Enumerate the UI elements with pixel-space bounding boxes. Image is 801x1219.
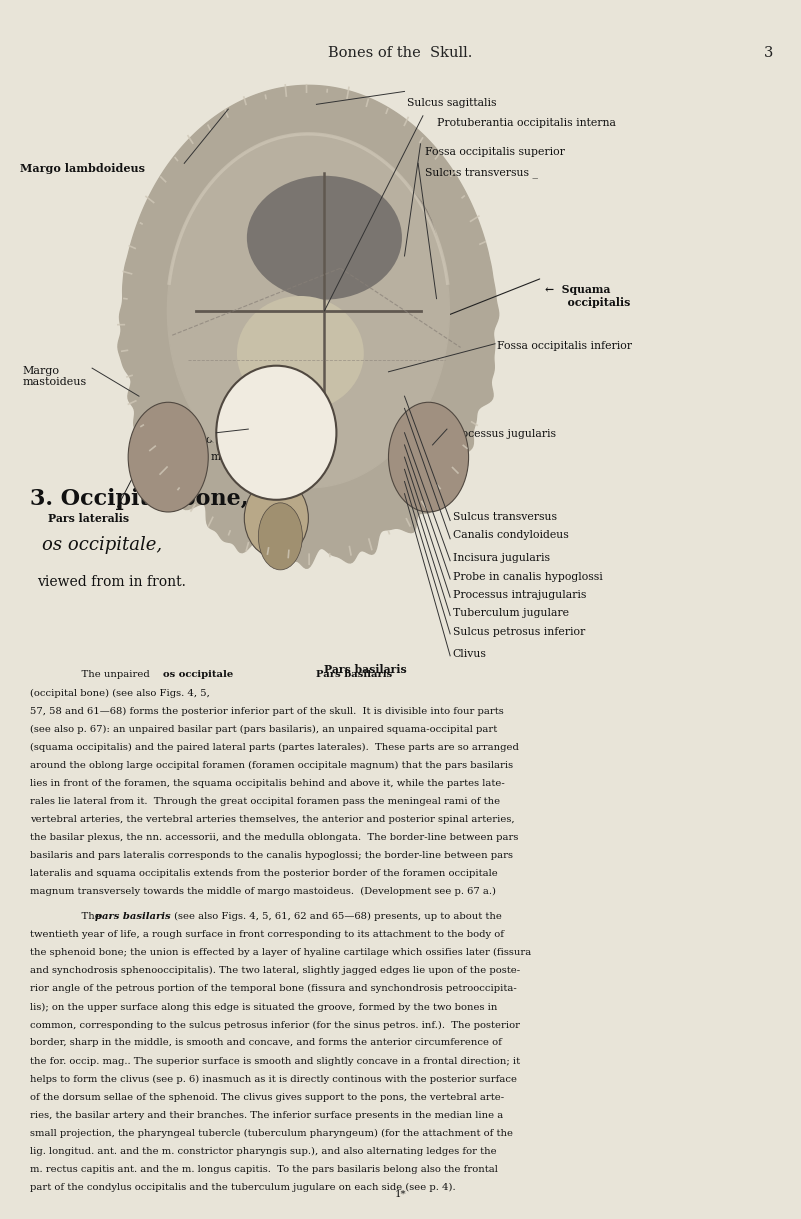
Ellipse shape xyxy=(194,149,439,363)
Text: pars basilaris: pars basilaris xyxy=(95,912,171,922)
Text: Margo
mastoideus: Margo mastoideus xyxy=(22,366,87,388)
Text: lis); on the upper surface along this edge is situated the groove, formed by the: lis); on the upper surface along this ed… xyxy=(30,1002,497,1012)
Text: Sulcus transversus _: Sulcus transversus _ xyxy=(425,167,537,178)
Text: the for. occip. mag.. The superior surface is smooth and slightly concave in a f: the for. occip. mag.. The superior surfa… xyxy=(30,1057,521,1065)
Text: the sphenoid bone; the union is effected by a layer of hyaline cartilage which o: the sphenoid bone; the union is effected… xyxy=(30,948,532,957)
Text: Protuberantia occipitalis interna: Protuberantia occipitalis interna xyxy=(437,118,615,128)
Text: Bones of the  Skull.: Bones of the Skull. xyxy=(328,46,473,60)
Text: small projection, the pharyngeal tubercle (tuberculum pharyngeum) (for the attac: small projection, the pharyngeal tubercl… xyxy=(30,1129,513,1137)
Text: Probe in canalis hypoglossi: Probe in canalis hypoglossi xyxy=(453,572,602,581)
Text: Pars lateralis: Pars lateralis xyxy=(48,513,129,524)
Ellipse shape xyxy=(258,502,302,569)
Text: magnum: magnum xyxy=(211,452,259,462)
Text: ←  Squama
      occipitalis: ← Squama occipitalis xyxy=(545,284,630,308)
Text: lies in front of the foramen, the squama occipitalis behind and above it, while : lies in front of the foramen, the squama… xyxy=(30,779,505,787)
Text: Pars basilaris: Pars basilaris xyxy=(316,670,392,679)
Text: lateralis and squama occipitalis extends from the posterior border of the forame: lateralis and squama occipitalis extends… xyxy=(30,869,498,878)
Text: twentieth year of life, a rough surface in front corresponding to its attachment: twentieth year of life, a rough surface … xyxy=(30,930,505,940)
Text: The unpaired: The unpaired xyxy=(69,670,153,679)
Text: Processus jugularis: Processus jugularis xyxy=(449,429,556,439)
Text: Fossa occipitalis inferior: Fossa occipitalis inferior xyxy=(497,341,632,351)
Text: rior angle of the petrous portion of the temporal bone (fissura and synchondrosi: rior angle of the petrous portion of the… xyxy=(30,985,517,993)
Text: Pars basilaris: Pars basilaris xyxy=(324,664,407,675)
Text: 1*: 1* xyxy=(395,1191,406,1199)
Text: border, sharp in the middle, is smooth and concave, and forms the anterior circu: border, sharp in the middle, is smooth a… xyxy=(30,1039,502,1047)
Text: 3. Occipital bone,: 3. Occipital bone, xyxy=(30,488,249,510)
Text: Sulcus sagittalis: Sulcus sagittalis xyxy=(407,98,497,107)
Text: occipitale: occipitale xyxy=(206,435,259,445)
Text: 57, 58 and 61—68) forms the posterior inferior part of the skull.  It is divisib: 57, 58 and 61—68) forms the posterior in… xyxy=(30,707,504,716)
Text: viewed from in front.: viewed from in front. xyxy=(37,575,186,589)
Text: Clivus: Clivus xyxy=(453,649,486,658)
Text: basilaris and pars lateralis corresponds to the canalis hypoglossi; the border-l: basilaris and pars lateralis corresponds… xyxy=(30,851,513,859)
Text: helps to form the clivus (see p. 6) inasmuch as it is directly continous with th: helps to form the clivus (see p. 6) inas… xyxy=(30,1075,517,1084)
Text: magnum transversely towards the middle of margo mastoideus.  (Development see p.: magnum transversely towards the middle o… xyxy=(30,887,497,896)
Text: Canalis condyloideus: Canalis condyloideus xyxy=(453,530,569,540)
Text: the basilar plexus, the nn. accessorii, and the medulla oblongata.  The border-l: the basilar plexus, the nn. accessorii, … xyxy=(30,833,519,842)
Ellipse shape xyxy=(216,366,336,500)
Text: Incisura jugularis: Incisura jugularis xyxy=(453,553,549,563)
Polygon shape xyxy=(167,134,449,488)
Text: Processus intrajugularis: Processus intrajugularis xyxy=(453,590,586,600)
Text: around the oblong large occipital foramen (foramen occipitale magnum) that the p: around the oblong large occipital forame… xyxy=(30,761,513,769)
Polygon shape xyxy=(118,85,499,568)
Text: lig. longitud. ant. and the m. constrictor pharyngis sup.), and also alternating: lig. longitud. ant. and the m. constrict… xyxy=(30,1147,497,1156)
Text: os occipitale: os occipitale xyxy=(163,670,233,679)
Text: (see also Figs. 4, 5, 61, 62 and 65—68) presents, up to about the: (see also Figs. 4, 5, 61, 62 and 65—68) … xyxy=(171,912,502,922)
Text: (squama occipitalis) and the paired lateral parts (partes laterales).  These par: (squama occipitalis) and the paired late… xyxy=(30,742,519,752)
Ellipse shape xyxy=(244,479,308,558)
Text: vertebral arteries, the vertebral arteries themselves, the anterior and posterio: vertebral arteries, the vertebral arteri… xyxy=(30,814,515,824)
Text: Sulcus petrosus inferior: Sulcus petrosus inferior xyxy=(453,627,585,636)
Text: Fossa occipitalis superior: Fossa occipitalis superior xyxy=(425,147,565,157)
Ellipse shape xyxy=(128,402,208,512)
Text: m. rectus capitis ant. and the m. longus capitis.  To the pars basilaris belong : m. rectus capitis ant. and the m. longus… xyxy=(30,1165,498,1174)
Text: and synchodrosis sphenooccipitalis). The two lateral, slightly jagged edges lie : and synchodrosis sphenooccipitalis). The… xyxy=(30,967,521,975)
Text: Tuberculum jugulare: Tuberculum jugulare xyxy=(453,608,569,618)
Text: The: The xyxy=(69,912,104,922)
Ellipse shape xyxy=(388,402,469,512)
Text: part of the condylus occipitalis and the tuberculum jugulare on each side (see p: part of the condylus occipitalis and the… xyxy=(30,1182,456,1192)
Text: (occipital bone) (see also Figs. 4, 5,: (occipital bone) (see also Figs. 4, 5, xyxy=(30,689,211,697)
Text: Foramen: Foramen xyxy=(212,418,260,428)
Text: Sulcus transversus: Sulcus transversus xyxy=(453,512,557,522)
Text: rales lie lateral from it.  Through the great occipital foramen pass the meninge: rales lie lateral from it. Through the g… xyxy=(30,797,501,806)
Text: common, corresponding to the sulcus petrosus inferior (for the sinus petros. inf: common, corresponding to the sulcus petr… xyxy=(30,1020,521,1030)
Text: os occipitale,: os occipitale, xyxy=(42,536,163,555)
Ellipse shape xyxy=(247,176,402,300)
Text: ries, the basilar artery and their branches. The inferior surface presents in th: ries, the basilar artery and their branc… xyxy=(30,1111,504,1120)
Text: (see also p. 67): an unpaired basilar part (pars basilaris), an unpaired squama-: (see also p. 67): an unpaired basilar pa… xyxy=(30,724,497,734)
Ellipse shape xyxy=(237,296,364,411)
Text: 3: 3 xyxy=(763,46,773,60)
Text: of the dorsum sellae of the sphenoid. The clivus gives support to the pons, the : of the dorsum sellae of the sphenoid. Th… xyxy=(30,1092,505,1102)
Text: Margo lambdoideus: Margo lambdoideus xyxy=(20,163,145,174)
